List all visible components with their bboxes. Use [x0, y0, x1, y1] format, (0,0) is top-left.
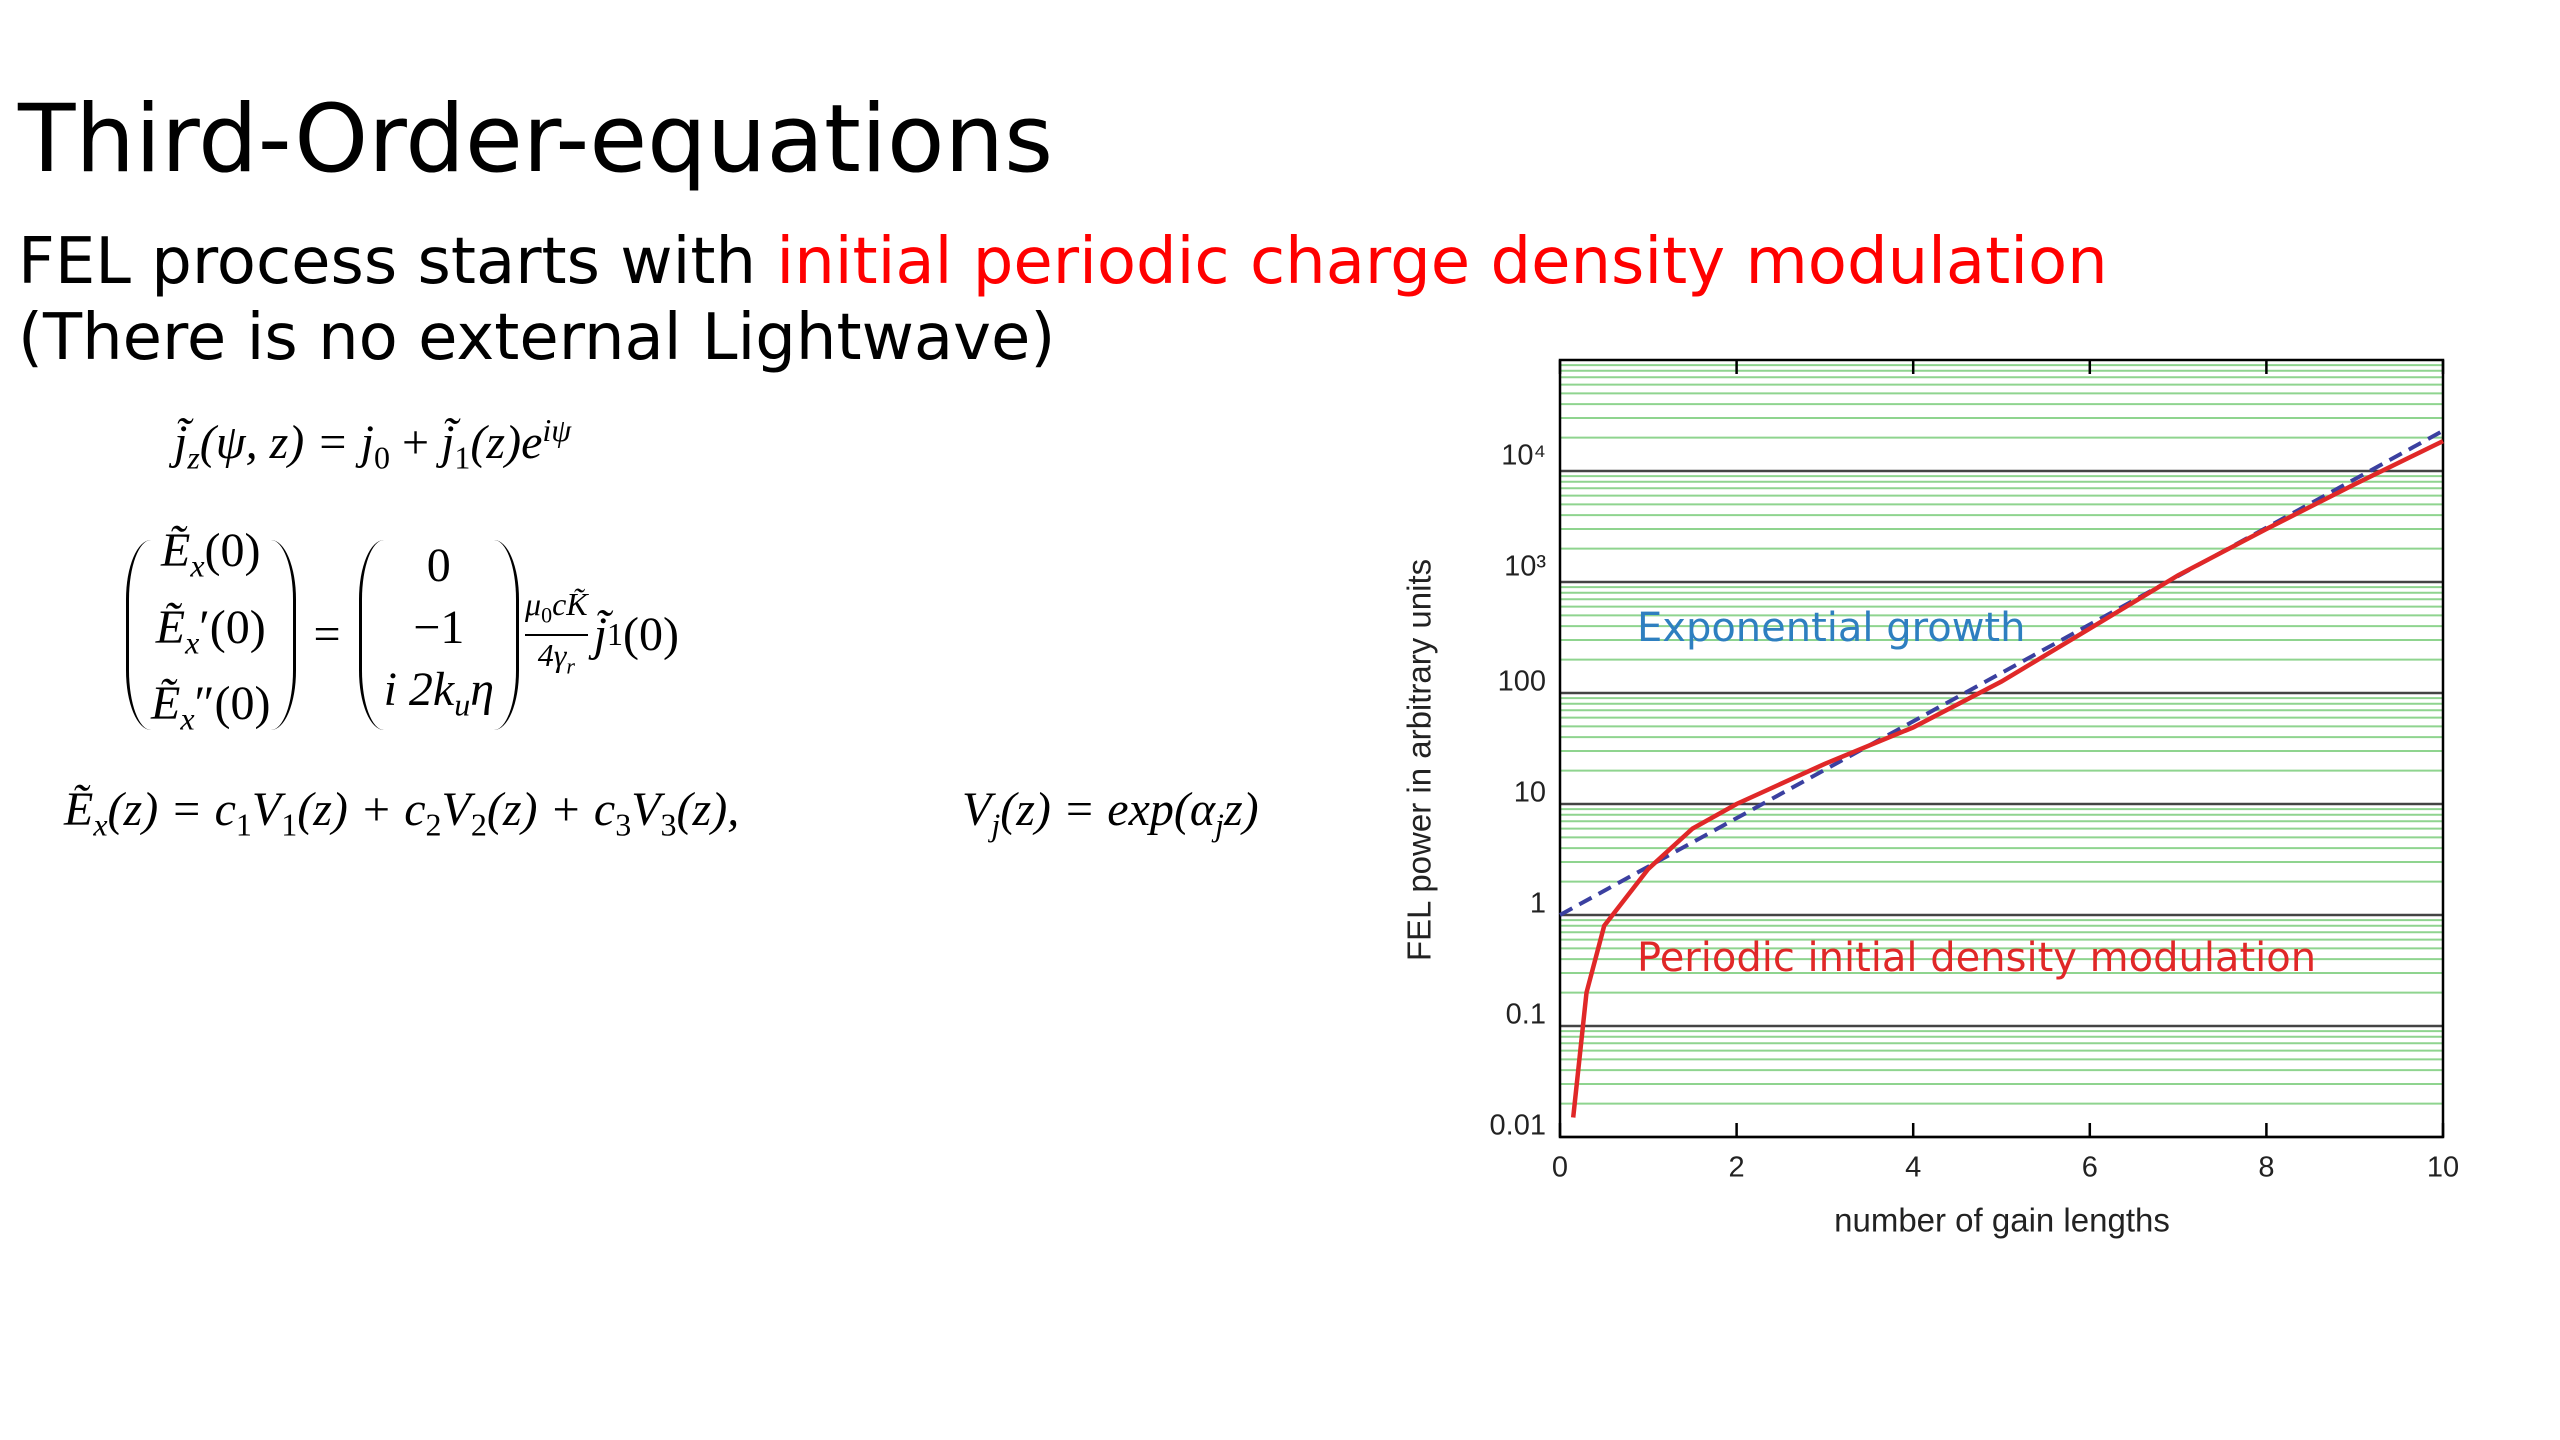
y-tick-label: 0.01 [1490, 1110, 1546, 1142]
eq-token: u [454, 686, 471, 723]
eq-token: η [470, 662, 495, 716]
matrix-cell: −1 [413, 597, 464, 659]
slide-title: Third-Order-equations [18, 85, 1054, 194]
eq-token: iψ [542, 412, 572, 448]
y-tick-label: 0.1 [1506, 999, 1546, 1031]
eq-token: x [180, 700, 195, 737]
eq-token: j̃ [174, 416, 188, 469]
eq-token: ′(0) [199, 600, 266, 654]
eq-token: 1 [235, 806, 252, 843]
matrix-cell: Ẽx″(0) [151, 673, 271, 750]
eq-token: j̃ [441, 416, 455, 469]
eq-token: 0 [541, 601, 553, 627]
fraction: μ0cK̃ 4γr [525, 585, 588, 686]
eq-token: μ [525, 585, 542, 622]
eq-token: (z) = c [107, 783, 236, 836]
eq-token: (0) [622, 608, 679, 662]
y-tick-label: 10³ [1504, 551, 1546, 583]
eq-token: x [93, 806, 108, 843]
subtitle: FEL process starts with initial periodic… [18, 222, 2108, 302]
x-tick-label: 8 [2258, 1152, 2274, 1184]
eq-token: 2 [470, 806, 487, 843]
eq-token: V [251, 783, 282, 836]
y-tick-label: 100 [1498, 666, 1546, 698]
eq-token: (z) + c [297, 783, 426, 836]
eq-token: x [190, 547, 205, 584]
eq-token: (z) + c [486, 783, 616, 836]
paren [358, 539, 384, 730]
y-axis-label: FEL power in arbitrary units [1401, 559, 1438, 961]
x-tick-label: 10 [2427, 1152, 2459, 1184]
eq-token: 2 [425, 806, 442, 843]
eq-token: j [991, 806, 1001, 843]
eq-token: z) [1223, 783, 1259, 836]
eq-token: 1 [281, 806, 298, 843]
eq-token: Ẽ [64, 783, 94, 836]
equation-current: j̃z(ψ, z) = j0 + j̃1(z)eiψ [174, 412, 571, 477]
x-axis-label: number of gain lengths [1834, 1202, 2170, 1239]
eq-token: j [360, 416, 374, 469]
eq-token: + [390, 416, 442, 469]
series-line [1570, 439, 2444, 1118]
note: (There is no external Lightwave) [18, 301, 1056, 375]
eq-token: (ψ, z) = [199, 416, 361, 469]
eq-token: 1 [454, 439, 471, 476]
equation-mode: Vj(z) = exp(αjz) [962, 782, 1259, 844]
eq-token: r [566, 653, 575, 679]
eq-token: V [962, 783, 992, 836]
eq-token: x [185, 624, 200, 661]
matrix-cell: Ẽx′(0) [156, 597, 266, 674]
y-tick-label: 10 [1514, 777, 1546, 809]
eq-token: j [1215, 806, 1224, 843]
annotation: Exponential growth [1637, 605, 2025, 651]
eq-token: Ẽ [155, 600, 186, 654]
paren [494, 539, 520, 730]
matrix-cell: i 2kuη [384, 659, 494, 736]
eq-token: 3 [660, 806, 677, 843]
denominator: 4γr [538, 636, 575, 685]
eq-token: 4γ [537, 636, 567, 673]
eq-token: cK̃ [552, 585, 588, 622]
subtitle-text: FEL process starts with [18, 225, 777, 299]
eq-token: z [187, 439, 200, 476]
eq-token: −1 [413, 600, 465, 654]
eq-token: 3 [615, 806, 632, 843]
plot-frame [1558, 358, 2445, 1139]
y-tick-label: 1 [1530, 888, 1546, 920]
eq-token: 1 [606, 616, 623, 653]
eq-token: 0 [426, 538, 451, 592]
x-tick-label: 4 [1905, 1152, 1921, 1184]
eq-token: Ẽ [161, 524, 191, 577]
eq-token: V [631, 783, 661, 836]
eq-token: ″(0) [194, 677, 271, 731]
y-tick-label: 10⁴ [1501, 440, 1546, 472]
eq-token: (0) [204, 524, 261, 577]
paren [126, 539, 151, 730]
eq-token: = [313, 608, 341, 662]
equation-initial: Ẽx(0) Ẽx′(0) Ẽx″(0) = 0 −1 i 2kuη μ0cK̃ 4… [126, 520, 679, 750]
eq-token: V [441, 783, 471, 836]
matrix-cell: Ẽx(0) [161, 520, 261, 597]
equation-field: Ẽx(z) = c1V1(z) + c2V2(z) + c3V3(z), [64, 782, 739, 844]
subtitle-highlight: initial periodic charge density modulati… [776, 225, 2108, 299]
matrix-cell: 0 [427, 535, 451, 597]
eq-token: (z)e [470, 416, 543, 469]
eq-token: 0 [374, 439, 390, 476]
eq-token: i 2k [383, 662, 455, 716]
eq-token: j̃ [593, 608, 607, 662]
x-tick-label: 2 [1729, 1152, 1745, 1184]
eq-token: (z), [676, 783, 740, 836]
eq-token: (z) = exp(α [1000, 783, 1216, 836]
x-tick-label: 6 [2082, 1152, 2098, 1184]
annotation: Periodic initial density modulation [1637, 935, 2316, 981]
numerator: μ0cK̃ [525, 585, 588, 636]
matrix-column: Ẽx(0) Ẽx′(0) Ẽx″(0) [151, 520, 271, 750]
matrix-column: 0 −1 i 2kuη [384, 535, 494, 736]
series-line [1559, 429, 2444, 917]
eq-token: Ẽ [151, 677, 181, 731]
paren [271, 539, 296, 730]
x-tick-label: 0 [1552, 1152, 1568, 1184]
